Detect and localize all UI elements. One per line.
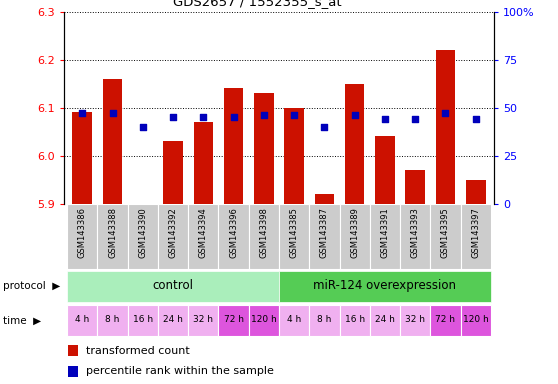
Bar <box>249 305 279 336</box>
Text: GSM143386: GSM143386 <box>78 207 87 258</box>
Text: 24 h: 24 h <box>163 315 183 324</box>
Bar <box>375 136 395 204</box>
Text: control: control <box>152 279 194 292</box>
Bar <box>279 305 309 336</box>
Text: miR-124 overexpression: miR-124 overexpression <box>314 279 456 292</box>
Point <box>199 114 208 120</box>
Text: GSM143393: GSM143393 <box>411 207 420 258</box>
Point <box>320 124 329 130</box>
Text: 120 h: 120 h <box>463 315 489 324</box>
Bar <box>339 204 370 269</box>
Text: 8 h: 8 h <box>317 315 331 324</box>
Text: GSM143394: GSM143394 <box>199 207 208 258</box>
Point <box>138 124 147 130</box>
Bar <box>284 108 304 204</box>
Text: 32 h: 32 h <box>194 315 213 324</box>
Point <box>259 112 268 118</box>
Point <box>229 114 238 120</box>
Bar <box>98 204 128 269</box>
Text: GSM143388: GSM143388 <box>108 207 117 258</box>
Bar <box>249 204 279 269</box>
Text: GSM143391: GSM143391 <box>381 207 389 258</box>
Point <box>441 110 450 116</box>
Bar <box>279 204 309 269</box>
Bar <box>158 305 188 336</box>
Point <box>381 116 389 122</box>
Text: GSM143395: GSM143395 <box>441 207 450 258</box>
Bar <box>194 122 213 204</box>
Text: 4 h: 4 h <box>287 315 301 324</box>
Point <box>108 110 117 116</box>
Text: GSM143390: GSM143390 <box>138 207 147 258</box>
Bar <box>158 204 188 269</box>
Point <box>78 110 87 116</box>
Bar <box>345 83 364 204</box>
Text: protocol  ▶: protocol ▶ <box>3 281 60 291</box>
Bar <box>466 180 485 204</box>
Point <box>290 112 299 118</box>
Bar <box>67 305 98 336</box>
Title: GDS2657 / 1552355_s_at: GDS2657 / 1552355_s_at <box>173 0 342 8</box>
Text: 120 h: 120 h <box>251 315 277 324</box>
Point <box>169 114 177 120</box>
Bar <box>370 204 400 269</box>
Bar <box>339 305 370 336</box>
Bar <box>224 88 243 204</box>
Bar <box>400 204 430 269</box>
Text: 16 h: 16 h <box>345 315 365 324</box>
Bar <box>188 305 219 336</box>
Bar <box>69 345 78 356</box>
Bar <box>400 305 430 336</box>
Bar <box>279 271 491 302</box>
Text: 72 h: 72 h <box>435 315 455 324</box>
Text: 32 h: 32 h <box>405 315 425 324</box>
Bar <box>128 204 158 269</box>
Point <box>411 116 420 122</box>
Bar <box>430 305 460 336</box>
Bar <box>315 194 334 204</box>
Text: GSM143396: GSM143396 <box>229 207 238 258</box>
Text: GSM143387: GSM143387 <box>320 207 329 258</box>
Point <box>471 116 480 122</box>
Bar <box>219 204 249 269</box>
Bar <box>69 366 78 377</box>
Bar <box>436 50 455 204</box>
Bar <box>405 170 425 204</box>
Bar <box>219 305 249 336</box>
Text: 4 h: 4 h <box>75 315 89 324</box>
Text: time  ▶: time ▶ <box>3 316 41 326</box>
Text: GSM143392: GSM143392 <box>169 207 177 258</box>
Bar <box>309 305 339 336</box>
Bar <box>67 271 279 302</box>
Bar <box>163 141 183 204</box>
Bar <box>460 204 491 269</box>
Bar <box>188 204 219 269</box>
Bar <box>98 305 128 336</box>
Bar <box>128 305 158 336</box>
Bar <box>67 204 98 269</box>
Text: 72 h: 72 h <box>224 315 244 324</box>
Text: transformed count: transformed count <box>86 346 189 356</box>
Bar <box>460 305 491 336</box>
Bar <box>254 93 274 204</box>
Text: GSM143389: GSM143389 <box>350 207 359 258</box>
Bar <box>73 113 92 204</box>
Bar <box>430 204 460 269</box>
Bar <box>309 204 339 269</box>
Text: percentile rank within the sample: percentile rank within the sample <box>86 366 273 376</box>
Text: 16 h: 16 h <box>133 315 153 324</box>
Bar <box>370 305 400 336</box>
Text: 8 h: 8 h <box>105 315 120 324</box>
Bar <box>103 79 122 204</box>
Text: GSM143398: GSM143398 <box>259 207 268 258</box>
Text: 24 h: 24 h <box>375 315 395 324</box>
Point <box>350 112 359 118</box>
Text: GSM143385: GSM143385 <box>290 207 299 258</box>
Text: GSM143397: GSM143397 <box>471 207 480 258</box>
